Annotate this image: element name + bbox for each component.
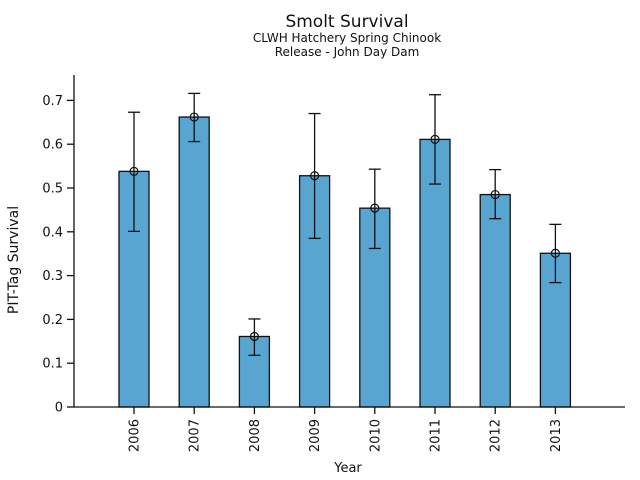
- chart-subtitle-line1: CLWH Hatchery Spring Chinook: [253, 31, 441, 45]
- x-axis-label: Year: [333, 461, 362, 476]
- plot-area: 0 0.1 0.2 0.3 0.4 0.5 0.6 0.7 2006 2007 2008 2009 20…: [42, 75, 625, 452]
- chart-subtitle-line2: Release - John Day Dam: [275, 45, 420, 59]
- bar-2012: [479, 193, 511, 408]
- y-tick-label: 0.3: [42, 269, 63, 284]
- x-tick-label-2010: 2010: [368, 419, 383, 452]
- marker-2008: [249, 331, 259, 342]
- y-tick-label: 0.5: [42, 182, 63, 197]
- y-tick-label: 0.4: [42, 225, 63, 240]
- marker-2007: [189, 112, 199, 122]
- x-tick-label-2009: 2009: [308, 419, 323, 452]
- y-axis-label: PIT-Tag Survival: [6, 206, 22, 314]
- x-tick-label-2008: 2008: [248, 419, 263, 452]
- marker-2012: [490, 189, 500, 200]
- y-tick-label: 0.2: [42, 313, 63, 328]
- chart-title: Smolt Survival: [285, 12, 408, 32]
- y-tick-label: 0.7: [42, 94, 63, 109]
- x-tick-label-2011: 2011: [429, 419, 444, 452]
- marker-2009: [310, 171, 320, 181]
- x-tick-label-2007: 2007: [188, 419, 203, 452]
- marker-2010: [370, 203, 380, 213]
- marker-2013: [550, 248, 561, 258]
- y-tick-label: 0: [55, 401, 63, 416]
- y-tick-label: 0.1: [42, 357, 63, 372]
- marker-2011: [430, 134, 440, 144]
- bar-2007: [178, 116, 210, 408]
- marker-2006: [129, 166, 139, 176]
- x-tick-label-2006: 2006: [128, 419, 143, 452]
- y-tick-label: 0.6: [42, 138, 63, 153]
- x-tick-label-2013: 2013: [549, 419, 564, 452]
- x-tick-label-2012: 2012: [489, 419, 504, 452]
